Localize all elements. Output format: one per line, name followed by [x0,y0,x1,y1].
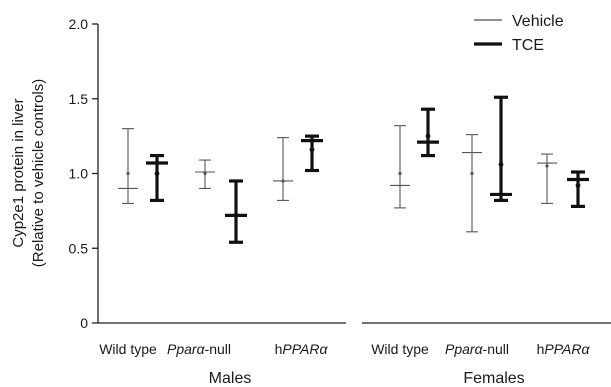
y-axis-title-line1: Cyp2e1 protein in liver [10,98,27,247]
tce-range-mark [146,153,168,203]
x-tick-label: Pparα-null [445,341,509,357]
vehicle-range-mark [273,137,293,201]
y-tick-label: 2.0 [69,16,89,32]
y-tick-label: 1.5 [69,91,89,107]
tce-range-mark [417,107,439,158]
category-labels: Wild type Pparα-null hPPARα Wild type Pparα-… [99,341,590,357]
x-tick-label: Wild type [371,341,429,357]
tce-mean-point [154,171,160,176]
group-label-males: Males [209,370,252,387]
y-tick-label: 1.0 [69,166,89,182]
legend-tce-label: TCE [512,37,544,54]
vehicle-mean-point [398,171,402,176]
tce-mean-point [498,162,504,167]
vehicle-mean-point [470,171,474,176]
vehicle-mean-point [545,164,549,168]
tce-range-mark [301,134,323,173]
x-tick-label: Wild type [99,341,157,357]
tce-mean-point [233,212,239,218]
group-label-females: Females [463,370,524,387]
axes: 0 0.5 1.0 1.5 2.0 [69,16,611,331]
vehicle-range-mark [195,159,215,189]
vehicle-range-mark [462,134,482,233]
tce-mean-point [425,133,431,139]
tce-range-mark [490,95,512,203]
legend: Vehicle TCE [474,13,564,54]
y-axis-title-line2: (Relative to vehicle controls) [30,79,47,267]
vehicle-range-mark [390,125,410,209]
vehicle-range-mark [537,153,557,204]
vehicle-mean-point [281,179,285,183]
y-tick-label: 0 [80,315,88,331]
tce-range-mark [225,179,247,244]
tce-mean-point [309,147,315,152]
x-tick-label: hPPARα [537,341,591,357]
tce-mean-point [575,183,581,188]
vehicle-range-mark [118,128,138,204]
x-tick-label: hPPARα [275,341,329,357]
tce-range-mark [567,170,589,208]
x-tick-label: Pparα-null [167,341,231,357]
data-marks [118,95,589,244]
vehicle-mean-point [203,171,207,176]
legend-vehicle-label: Vehicle [512,13,564,30]
vehicle-mean-point [126,171,130,176]
y-tick-label: 0.5 [69,240,89,256]
